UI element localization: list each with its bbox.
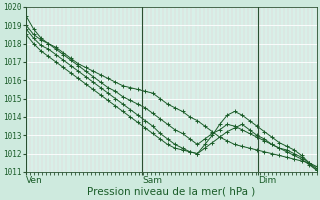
X-axis label: Pression niveau de la mer( hPa ): Pression niveau de la mer( hPa ) [87, 187, 255, 197]
